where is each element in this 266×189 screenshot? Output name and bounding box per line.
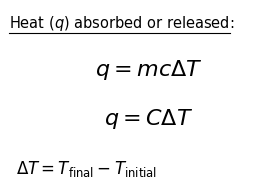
Text: $\Delta T = T_{\mathrm{final}} - T_{\mathrm{initial}}$: $\Delta T = T_{\mathrm{final}} - T_{\mat…: [16, 159, 157, 179]
Text: $q = C\Delta T$: $q = C\Delta T$: [104, 107, 193, 131]
Text: $q = mc\Delta T$: $q = mc\Delta T$: [95, 58, 202, 82]
Text: Heat ($q$) absorbed or released:: Heat ($q$) absorbed or released:: [9, 14, 234, 33]
